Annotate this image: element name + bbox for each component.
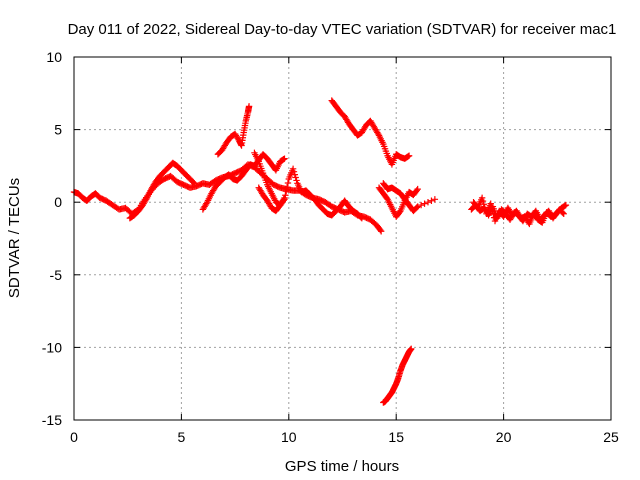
data-point [424, 199, 432, 206]
data-point [289, 165, 297, 173]
series-track-d [214, 103, 253, 158]
data-point [358, 214, 366, 222]
data-point [478, 194, 486, 202]
data-point [190, 179, 197, 186]
data-point [377, 228, 385, 235]
data-point [280, 196, 287, 203]
series-track-e [251, 149, 366, 222]
series-track-h [375, 184, 421, 220]
data-point [559, 209, 567, 217]
y-tick-label: 10 [46, 49, 62, 65]
data-point [281, 194, 288, 202]
data-point [281, 155, 288, 162]
data-point [479, 197, 487, 205]
data-point [488, 203, 495, 211]
series-track-f [255, 184, 288, 215]
data-point [283, 187, 290, 195]
x-tick-label: 20 [496, 429, 512, 445]
data-point [405, 152, 413, 159]
x-tick-label: 5 [178, 429, 186, 445]
x-tick-label: 0 [70, 429, 78, 445]
data-markers [70, 97, 570, 406]
plot-frame [73, 56, 612, 421]
series-track-l [470, 194, 567, 228]
data-point [291, 171, 299, 178]
chart-title: Day 011 of 2022, Sidereal Day-to-day VTE… [68, 21, 617, 38]
data-point [292, 174, 299, 181]
data-point [480, 201, 488, 208]
y-tick-label: -15 [42, 412, 62, 428]
data-point [283, 183, 291, 191]
data-point [431, 196, 439, 203]
y-tick-label: 5 [54, 122, 62, 138]
data-point [245, 103, 253, 110]
data-point [413, 204, 421, 211]
series-track-b [126, 159, 198, 222]
data-point [414, 185, 421, 193]
data-point [562, 201, 570, 209]
axis-ticks: 0 5 10 15 20 25 -15 -10 -5 0 5 10 [42, 49, 619, 445]
series-track-g [328, 97, 413, 168]
x-tick-label: 25 [603, 429, 619, 445]
data-point [487, 200, 494, 207]
data-point [191, 180, 198, 187]
data-point [428, 197, 435, 204]
grid-lines [74, 57, 611, 420]
x-axis-label: GPS time / hours [285, 458, 399, 475]
y-axis-label: SDTVAR / TECUs [6, 178, 23, 298]
series-track-i [380, 180, 439, 215]
data-point [489, 207, 496, 214]
y-tick-label: 0 [54, 194, 62, 210]
data-point [377, 226, 384, 234]
x-tick-label: 10 [281, 429, 297, 445]
data-point [490, 210, 497, 218]
series-track-c [199, 151, 288, 213]
data-point [417, 201, 425, 209]
data-point [414, 203, 421, 210]
data-point [293, 177, 300, 184]
data-point [560, 210, 567, 218]
data-point [421, 200, 428, 207]
series-track-j [380, 345, 415, 406]
data-point [408, 345, 415, 353]
x-tick-label: 15 [388, 429, 404, 445]
data-point [284, 179, 292, 187]
y-tick-label: -5 [50, 267, 63, 283]
data-point [357, 214, 365, 221]
data-point [290, 168, 298, 175]
data-point [413, 187, 421, 194]
y-tick-label: -10 [42, 339, 62, 355]
